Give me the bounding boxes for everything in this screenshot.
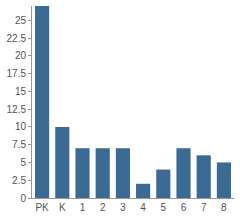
svg-text:5: 5 [20, 157, 26, 168]
svg-text:PK: PK [35, 202, 49, 213]
svg-text:12.5: 12.5 [7, 104, 27, 115]
svg-text:6: 6 [181, 202, 187, 213]
svg-text:17.5: 17.5 [7, 68, 27, 79]
svg-text:20: 20 [15, 50, 27, 61]
svg-text:3: 3 [120, 202, 126, 213]
svg-text:0: 0 [20, 193, 26, 204]
svg-text:K: K [59, 202, 66, 213]
svg-text:8: 8 [221, 202, 227, 213]
svg-text:22.5: 22.5 [7, 33, 27, 44]
svg-text:5: 5 [161, 202, 167, 213]
svg-text:2: 2 [100, 202, 106, 213]
svg-text:25: 25 [15, 15, 27, 26]
svg-text:1: 1 [80, 202, 86, 213]
svg-text:15: 15 [15, 86, 27, 97]
svg-text:4: 4 [140, 202, 146, 213]
svg-text:7: 7 [201, 202, 207, 213]
svg-text:7.5: 7.5 [12, 139, 26, 150]
svg-text:10: 10 [15, 121, 27, 132]
svg-text:2.5: 2.5 [12, 175, 26, 186]
